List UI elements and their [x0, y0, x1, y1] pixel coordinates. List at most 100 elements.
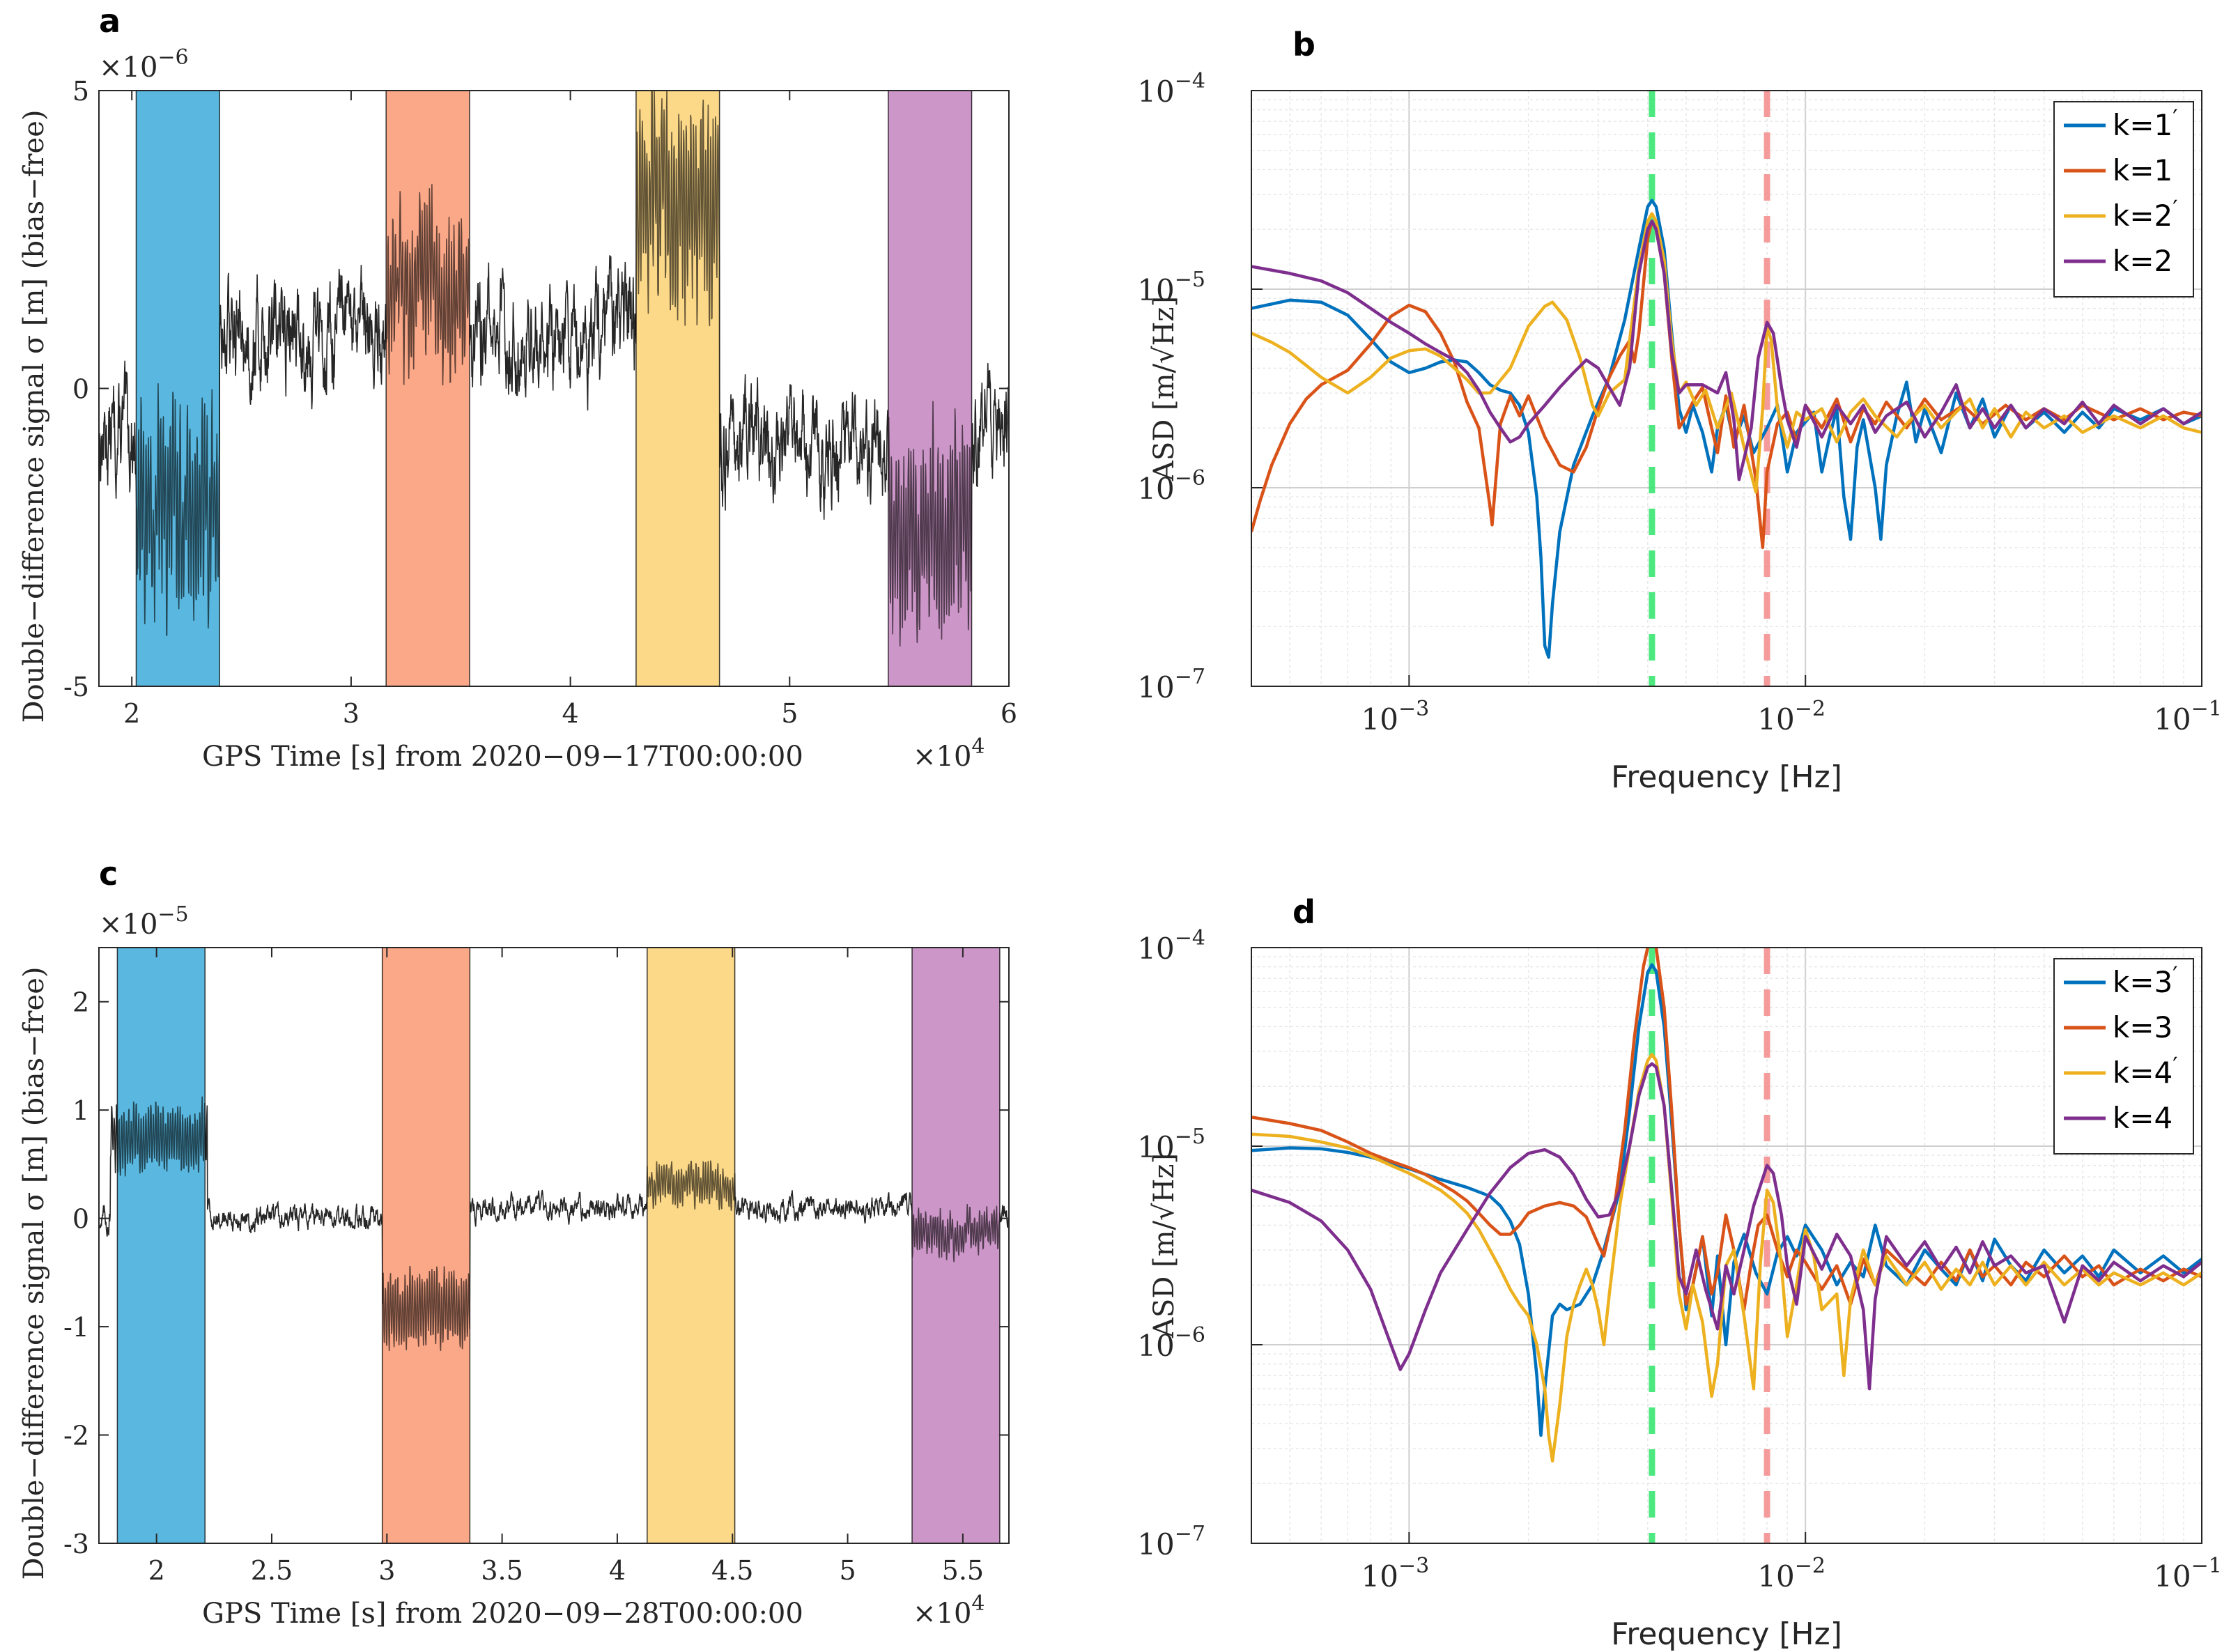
y-tick-label-exp: −7 [1175, 1522, 1205, 1546]
legend-label-4: k=2 [2113, 244, 2173, 278]
y-tick-label-base: 10 [1137, 670, 1174, 704]
legend-label-text: k=3 [2113, 965, 2173, 999]
legend-label-2: k=1 [2113, 153, 2173, 187]
y-tick-label: 10−4 [1137, 926, 1205, 966]
shaded-interval-overlay-3 [636, 91, 720, 686]
y-tick-label: 2 [72, 987, 89, 1018]
shaded-interval-overlay-1 [117, 948, 206, 1543]
y-axis-label: ASD [m/√Hz] [1148, 296, 1180, 481]
legend-label-text: k=2 [2113, 199, 2173, 233]
y-tick-label-base: 10 [1137, 75, 1174, 109]
y-tick-label-exp: −4 [1175, 69, 1205, 93]
x-multiplier-base: ×10 [913, 1598, 971, 1630]
y-tick-label: -1 [63, 1312, 89, 1343]
series-line-3 [1251, 1052, 2202, 1462]
legend-label-prime: ′ [2173, 195, 2177, 222]
shaded-interval-overlay-2 [386, 91, 470, 686]
y-tick-label-base: 10 [1137, 472, 1174, 506]
x-tick-label: 2 [123, 698, 140, 729]
x-tick-label-exp: −1 [2191, 1554, 2222, 1578]
y-multiplier-exp: −5 [157, 902, 188, 927]
x-tick-label-base: 10 [2154, 702, 2191, 736]
shaded-interval-overlay-2 [382, 948, 470, 1543]
legend-label-prime: ′ [2173, 1052, 2177, 1079]
plot-area [99, 948, 1009, 1543]
legend-label-4: k=4 [2113, 1101, 2173, 1135]
x-tick-label: 10−2 [1757, 1554, 1826, 1593]
shaded-interval-1 [135, 90, 220, 687]
x-tick-label-exp: −1 [2191, 697, 2222, 721]
x-tick-label-base: 10 [2154, 1559, 2191, 1593]
x-axis-label: GPS Time [s] from 2020−09−28T00:00:00 [202, 1598, 803, 1630]
panel-letter: c [99, 855, 118, 893]
y-multiplier-exp: −6 [157, 45, 188, 70]
x-axis-label: Frequency [Hz] [1611, 1616, 1842, 1652]
x-tick-label: 3 [378, 1555, 395, 1586]
legend-label-text: k=1 [2113, 108, 2173, 142]
x-tick-label-exp: −2 [1795, 1554, 1826, 1578]
x-tick-label: 4 [609, 1555, 626, 1586]
shaded-interval-overlay-1 [136, 91, 220, 686]
y-tick-label-base: 10 [1137, 273, 1174, 307]
legend-label-text: k=2 [2113, 244, 2173, 278]
series-line-2 [1251, 948, 2202, 1312]
y-tick-label: 10−5 [1137, 1125, 1205, 1164]
shaded-interval-2 [381, 947, 471, 1544]
plot-area [99, 91, 1009, 686]
y-tick-label-exp: −5 [1175, 1125, 1205, 1149]
legend-label-3: k=2′ [2113, 195, 2178, 233]
y-tick-label: 0 [72, 1204, 89, 1235]
y-axis-label: Double−difference signal σ [m] (bias−fre… [18, 966, 50, 1580]
y-tick-label: -5 [63, 672, 89, 702]
x-tick-label: 10−2 [1757, 697, 1826, 736]
legend-box [2053, 958, 2194, 1155]
y-multiplier-base: ×10 [99, 909, 157, 941]
x-tick-label: 10−1 [2154, 697, 2222, 736]
x-tick-label-base: 10 [1361, 1559, 1398, 1593]
axes-box [1251, 90, 2202, 687]
x-tick-label: 4.5 [711, 1555, 753, 1586]
x-axis-label: GPS Time [s] from 2020−09−17T00:00:00 [202, 741, 803, 773]
x-tick-label: 5.5 [942, 1555, 984, 1586]
y-tick-label-base: 10 [1137, 1527, 1174, 1561]
x-axis-label: Frequency [Hz] [1611, 759, 1842, 795]
shaded-interval-overlay-3 [647, 948, 735, 1543]
x-tick-label: 3 [343, 698, 360, 729]
legend-label-prime: ′ [2173, 962, 2177, 988]
series-line-4 [1251, 1062, 2202, 1391]
series-line-3 [1251, 212, 2202, 494]
y-axis-label: ASD [m/√Hz] [1148, 1153, 1180, 1338]
y-tick-label: 10−4 [1137, 69, 1205, 109]
y-tick-label: 10−7 [1137, 665, 1205, 704]
shaded-interval-3 [647, 947, 736, 1544]
axes-box [98, 947, 1010, 1544]
legend-label-text: k=4 [2113, 1101, 2173, 1135]
x-tick-label: 5 [781, 698, 798, 729]
legend-label-2: k=3 [2113, 1010, 2173, 1044]
x-tick-label: 2.5 [251, 1555, 293, 1586]
x-tick-label-base: 10 [1361, 702, 1398, 736]
signal-line [99, 91, 1009, 647]
y-tick-label-base: 10 [1137, 932, 1174, 966]
y-multiplier: ×10−6 [99, 45, 189, 84]
x-tick-label: 5 [839, 1555, 856, 1586]
shaded-interval-overlay-4 [912, 948, 1000, 1543]
shaded-interval-1 [116, 947, 206, 1544]
y-tick-label: 0 [72, 374, 89, 405]
y-tick-label-base: 10 [1137, 1130, 1174, 1164]
x-tick-label: 10−3 [1361, 1554, 1430, 1593]
shaded-interval-overlay-4 [888, 91, 972, 686]
y-tick-label: -3 [63, 1529, 89, 1559]
y-tick-label: 10−6 [1137, 466, 1205, 506]
legend-label-3: k=4′ [2113, 1052, 2178, 1090]
x-tick-label: 6 [1001, 698, 1017, 729]
y-tick-label-base: 10 [1137, 1329, 1174, 1363]
y-multiplier-base: ×10 [99, 52, 157, 84]
y-axis-label: Double−difference signal σ [m] (bias−fre… [18, 109, 50, 723]
legend-label-1: k=1′ [2113, 105, 2178, 142]
series-line-1 [1251, 963, 2202, 1437]
x-tick-label: 10−1 [2154, 1554, 2222, 1593]
